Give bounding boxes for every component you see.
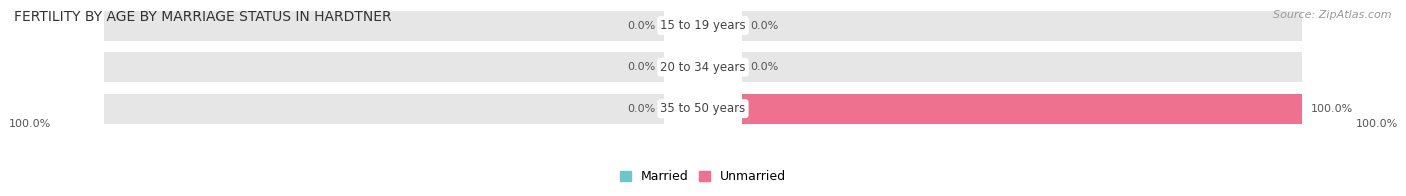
Bar bbox=[742, 52, 1302, 82]
Text: 0.0%: 0.0% bbox=[751, 21, 779, 31]
Text: 0.0%: 0.0% bbox=[627, 62, 655, 72]
Bar bbox=[104, 11, 664, 41]
Text: 20 to 34 years: 20 to 34 years bbox=[661, 61, 745, 74]
Legend: Married, Unmarried: Married, Unmarried bbox=[620, 170, 786, 183]
Text: 15 to 19 years: 15 to 19 years bbox=[661, 19, 745, 32]
Text: FERTILITY BY AGE BY MARRIAGE STATUS IN HARDTNER: FERTILITY BY AGE BY MARRIAGE STATUS IN H… bbox=[14, 10, 392, 24]
Bar bbox=[104, 94, 664, 124]
Text: 0.0%: 0.0% bbox=[627, 21, 655, 31]
Bar bbox=[742, 94, 1302, 124]
Bar bbox=[742, 94, 1302, 124]
Text: 35 to 50 years: 35 to 50 years bbox=[661, 102, 745, 115]
Text: Source: ZipAtlas.com: Source: ZipAtlas.com bbox=[1274, 10, 1392, 20]
Bar bbox=[742, 11, 1302, 41]
Text: 100.0%: 100.0% bbox=[1310, 104, 1353, 114]
Text: 0.0%: 0.0% bbox=[751, 62, 779, 72]
Text: 0.0%: 0.0% bbox=[627, 104, 655, 114]
Text: 100.0%: 100.0% bbox=[8, 120, 51, 130]
Text: 100.0%: 100.0% bbox=[1355, 120, 1398, 130]
Bar bbox=[104, 52, 664, 82]
